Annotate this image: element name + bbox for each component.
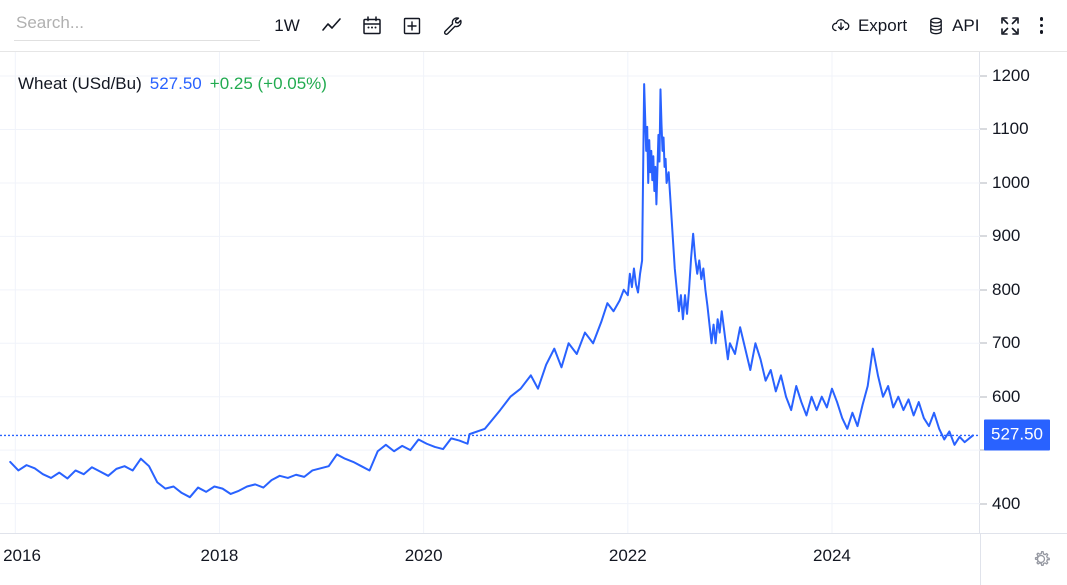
price-tick-label: 600 xyxy=(992,386,1021,406)
legend-title: Wheat (USd/Bu) xyxy=(18,74,142,93)
interval-button[interactable]: 1W xyxy=(274,15,300,35)
legend-price: 527.50 xyxy=(149,74,202,93)
export-label: Export xyxy=(857,15,908,35)
time-axis[interactable]: 2016 2018 2020 2022 2024 xyxy=(0,533,1067,585)
wrench-icon xyxy=(439,13,465,39)
price-tick-label: 1000 xyxy=(992,172,1030,192)
dot xyxy=(1039,23,1043,28)
chart-settings-button[interactable] xyxy=(432,6,472,46)
add-indicator-button[interactable] xyxy=(392,6,432,46)
price-chart xyxy=(0,52,980,533)
plus-box-icon xyxy=(399,13,425,39)
api-label: API xyxy=(952,15,980,35)
price-tick-label: 1100 xyxy=(992,119,1029,139)
price-tick-label: 400 xyxy=(992,493,1021,513)
price-tick-mark xyxy=(980,75,987,77)
axis-divider xyxy=(980,534,981,585)
search-input[interactable] xyxy=(14,10,260,41)
price-tick-mark xyxy=(980,342,987,344)
gear-icon[interactable] xyxy=(1028,546,1054,572)
time-tick-label: 2020 xyxy=(404,546,443,565)
cloud-download-icon xyxy=(829,14,853,38)
dot xyxy=(1039,30,1043,34)
current-price-badge: 527.50 xyxy=(984,419,1050,451)
chart-plot-area[interactable] xyxy=(0,52,980,533)
price-tick-mark xyxy=(980,182,987,184)
time-tick-label: 2022 xyxy=(608,546,647,565)
toolbar: 1W xyxy=(0,0,1067,52)
chart-legend: Wheat (USd/Bu) 527.50 +0.25 (+0.05%) xyxy=(18,74,327,94)
api-button[interactable]: API xyxy=(917,6,987,46)
time-tick-label: 2024 xyxy=(813,546,851,565)
fullscreen-button[interactable] xyxy=(990,6,1030,46)
chart-type-button[interactable] xyxy=(312,6,352,46)
time-tick-label: 2018 xyxy=(200,546,239,565)
price-tick-mark xyxy=(980,128,987,130)
price-tick-mark xyxy=(980,449,987,451)
price-axis[interactable]: 400 600 700 800 900 1000 1100 1200 527.50 xyxy=(980,52,1067,533)
price-tick-mark xyxy=(980,396,987,398)
price-tick-mark xyxy=(980,289,987,291)
price-tick-mark xyxy=(980,235,987,237)
export-button[interactable]: Export xyxy=(821,6,915,46)
price-tick-mark xyxy=(980,503,987,505)
date-range-button[interactable] xyxy=(352,6,392,46)
price-tick-label: 800 xyxy=(992,279,1021,299)
fullscreen-icon xyxy=(997,13,1023,39)
time-tick-label: 2016 xyxy=(3,546,41,565)
database-icon xyxy=(925,15,947,37)
search-container xyxy=(0,10,262,41)
more-vertical-icon[interactable] xyxy=(1032,17,1056,34)
price-tick-label: 900 xyxy=(992,226,1021,246)
line-chart-icon xyxy=(319,13,345,39)
legend-change: +0.25 (+0.05%) xyxy=(209,74,327,93)
toolbar-left-tools: 1W xyxy=(262,6,472,46)
calendar-icon xyxy=(359,13,385,39)
dot xyxy=(1039,17,1043,21)
price-tick-label: 700 xyxy=(992,333,1021,353)
price-tick-label: 1200 xyxy=(992,66,1030,86)
toolbar-right-tools: Export API xyxy=(821,6,1067,46)
